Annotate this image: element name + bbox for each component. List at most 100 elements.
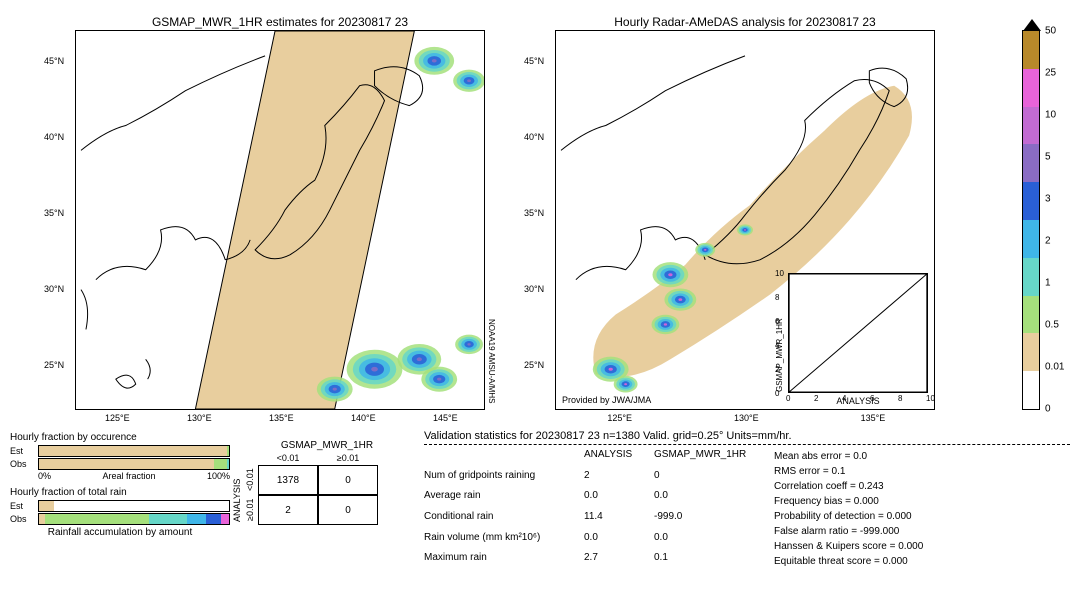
stats-metric: Equitable threat score = 0.000 <box>774 554 923 569</box>
y-tick: 25°N <box>524 360 544 370</box>
stats-row-label: Maximum rain <box>424 552 584 569</box>
stats-metric: Frequency bias = 0.000 <box>774 494 923 509</box>
stats-row-label: Conditional rain <box>424 511 584 528</box>
occ-axis-right: 100% <box>207 471 230 481</box>
contingency-table: GSMAP_MWR_1HR <0.01 ≥0.01 <0.01 1378 0 ≥… <box>242 440 412 569</box>
bar-label: Obs <box>10 514 38 524</box>
ct-col-title: GSMAP_MWR_1HR <box>242 440 412 451</box>
colorbar-tick: 25 <box>1045 68 1056 79</box>
stats-row-value: 11.4 <box>584 511 654 528</box>
occ-axis-left: 0% <box>38 471 51 481</box>
colorbar-segment <box>1023 144 1039 182</box>
stats-metric: Correlation coeff = 0.243 <box>774 479 923 494</box>
colorbar-tick: 0 <box>1045 404 1051 415</box>
inset-x-tick: 2 <box>814 394 818 403</box>
colorbar-tick: 50 <box>1045 26 1056 37</box>
colorbar-tick: 10 <box>1045 110 1056 121</box>
bar-label: Obs <box>10 459 38 469</box>
bar-label: Est <box>10 501 38 511</box>
x-tick: 130°E <box>734 413 759 423</box>
bar-row: Est <box>10 500 230 512</box>
ct-rh0: <0.01 <box>242 465 258 495</box>
stats-row-value: 2.7 <box>584 552 654 569</box>
y-tick: 25°N <box>44 360 64 370</box>
inset-y-tick: 2 <box>775 365 779 374</box>
bar-segment <box>39 446 227 456</box>
y-tick: 30°N <box>524 284 544 294</box>
left-map-canvas <box>76 31 484 409</box>
total-title: Hourly fraction of total rain <box>10 487 230 498</box>
colorbar-segment <box>1023 69 1039 107</box>
stats-metric: Mean abs error = 0.0 <box>774 449 923 464</box>
bar-segment <box>187 514 206 524</box>
colorbar-segment <box>1023 296 1039 334</box>
bottom-section: Hourly fraction by occurence EstObs 0% A… <box>10 430 1070 569</box>
stats-row-value: 0.0 <box>584 490 654 507</box>
swath-annotation: NOAA19 AMSU-A/MHS <box>487 319 496 403</box>
stats-header: GSMAP_MWR_1HR <box>654 449 754 466</box>
stats-title: Validation statistics for 20230817 23 n=… <box>424 430 1070 442</box>
scatter-inset: ANALYSIS GSMAP_MWR_1HR 00224466881010 <box>788 273 928 393</box>
bar-segment <box>221 514 229 524</box>
ct-01: 0 <box>318 465 378 495</box>
left-map-panel: GSMAP_MWR_1HR estimates for 20230817 23 … <box>75 30 485 410</box>
bar-charts: Hourly fraction by occurence EstObs 0% A… <box>10 430 230 569</box>
stats-row-label: Average rain <box>424 490 584 507</box>
ct-ch1: ≥0.01 <box>318 451 378 465</box>
bar-segment <box>206 514 221 524</box>
inset-y-tick: 8 <box>775 293 779 302</box>
bar-row: Obs <box>10 513 230 525</box>
y-tick: 45°N <box>44 56 64 66</box>
ct-11: 0 <box>318 495 378 525</box>
ct-ch0: <0.01 <box>258 451 318 465</box>
bar-segment <box>149 514 187 524</box>
y-tick: 30°N <box>44 284 64 294</box>
inset-x-tick: 10 <box>926 394 935 403</box>
colorbar-arrow-icon <box>1023 19 1041 31</box>
colorbar-segment <box>1023 371 1039 409</box>
stats-metric: Probability of detection = 0.000 <box>774 509 923 524</box>
ct-rh1: ≥0.01 <box>242 495 258 525</box>
stats-metric: RMS error = 0.1 <box>774 464 923 479</box>
stats-row-label: Num of gridpoints raining <box>424 470 584 487</box>
inset-y-tick: 10 <box>775 269 784 278</box>
x-tick: 140°E <box>351 413 376 423</box>
bar-track <box>38 458 230 470</box>
stats-row-value: 0.1 <box>654 552 754 569</box>
colorbar-segment <box>1023 182 1039 220</box>
bar-row: Obs <box>10 458 230 470</box>
colorbar-segment <box>1023 333 1039 371</box>
bar-track <box>38 513 230 525</box>
bar-segment <box>214 459 227 469</box>
inset-x-tick: 6 <box>870 394 874 403</box>
left-map-title: GSMAP_MWR_1HR estimates for 20230817 23 <box>76 15 484 29</box>
occ-axis-center: Areal fraction <box>102 471 155 481</box>
bar-label: Est <box>10 446 38 456</box>
inset-y-tick: 0 <box>775 389 779 398</box>
stats-header <box>424 449 584 466</box>
y-tick: 35°N <box>524 208 544 218</box>
bar-row: Est <box>10 445 230 457</box>
inset-ylabel: GSMAP_MWR_1HR <box>775 274 784 392</box>
bar-track <box>38 500 230 512</box>
inset-xlabel: ANALYSIS <box>789 396 927 406</box>
ct-00: 1378 <box>258 465 318 495</box>
y-tick: 45°N <box>524 56 544 66</box>
colorbar-segment <box>1023 31 1039 69</box>
inset-y-tick: 6 <box>775 317 779 326</box>
x-tick: 135°E <box>269 413 294 423</box>
colorbar-tick: 2 <box>1045 236 1051 247</box>
stats-metric: Hanssen & Kuipers score = 0.000 <box>774 539 923 554</box>
colorbar: 50251053210.50.010 <box>1022 30 1040 410</box>
colorbar-tick: 3 <box>1045 194 1051 205</box>
x-tick: 145°E <box>433 413 458 423</box>
stats-header: ANALYSIS <box>584 449 654 466</box>
colorbar-tick: 0.5 <box>1045 320 1059 331</box>
bar-segment <box>39 459 214 469</box>
colorbar-segment <box>1023 220 1039 258</box>
y-tick: 40°N <box>44 132 64 142</box>
bar-track <box>38 445 230 457</box>
inset-x-tick: 8 <box>898 394 902 403</box>
bar-segment <box>39 501 54 511</box>
x-tick: 125°E <box>105 413 130 423</box>
